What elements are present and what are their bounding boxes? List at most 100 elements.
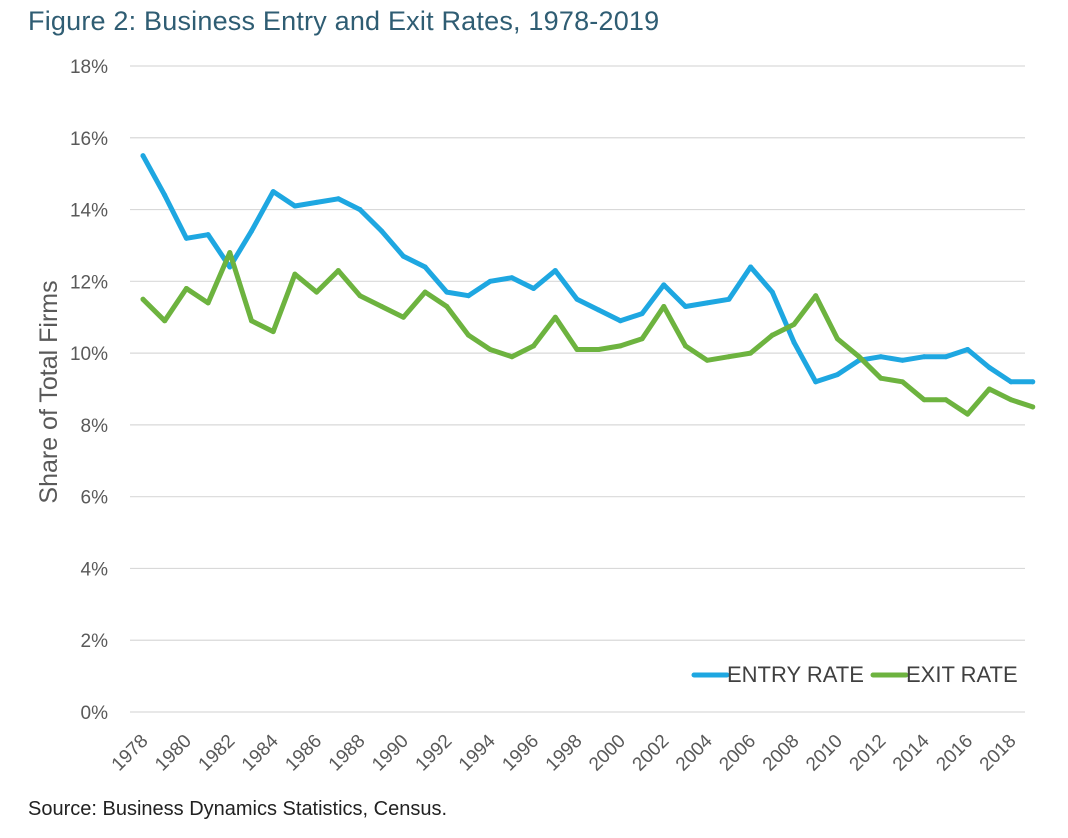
data-point-exit-rate bbox=[726, 354, 732, 360]
data-point-exit-rate bbox=[704, 357, 710, 363]
x-tick-label: 1988 bbox=[325, 731, 370, 776]
x-tick-label: 2002 bbox=[629, 731, 674, 776]
data-point-entry-rate bbox=[466, 293, 471, 299]
chart-title: Figure 2: Business Entry and Exit Rates,… bbox=[28, 6, 660, 36]
data-point-exit-rate bbox=[769, 332, 775, 338]
data-point-entry-rate bbox=[661, 282, 667, 288]
data-point-exit-rate bbox=[314, 289, 320, 295]
data-point-entry-rate bbox=[509, 275, 515, 281]
series-exit-rate bbox=[140, 250, 1036, 417]
data-point-entry-rate bbox=[292, 203, 298, 209]
x-tick-label: 2016 bbox=[932, 731, 977, 776]
series-lines bbox=[140, 153, 1036, 417]
x-tick-label: 1986 bbox=[281, 731, 326, 776]
data-point-exit-rate bbox=[400, 314, 406, 320]
y-tick-label: 10% bbox=[70, 344, 108, 365]
y-tick-label: 16% bbox=[70, 129, 108, 150]
data-point-exit-rate bbox=[878, 375, 884, 381]
data-point-entry-rate bbox=[335, 196, 341, 202]
legend-label-exit-rate: EXIT RATE bbox=[906, 662, 1018, 687]
data-point-entry-rate bbox=[878, 354, 884, 360]
data-point-exit-rate bbox=[639, 336, 645, 342]
x-tick-label: 2014 bbox=[889, 730, 934, 775]
data-point-exit-rate bbox=[357, 293, 363, 299]
data-point-entry-rate bbox=[205, 232, 211, 238]
data-point-exit-rate bbox=[531, 343, 537, 349]
data-point-exit-rate bbox=[813, 293, 819, 299]
data-point-entry-rate bbox=[617, 318, 623, 324]
data-point-entry-rate bbox=[422, 264, 428, 270]
data-point-entry-rate bbox=[769, 289, 775, 295]
data-point-entry-rate bbox=[704, 300, 710, 306]
data-point-entry-rate bbox=[683, 303, 688, 309]
series-line-exit-rate bbox=[140, 250, 1036, 417]
data-point-entry-rate bbox=[379, 228, 385, 234]
x-tick-label: 1992 bbox=[412, 731, 457, 776]
data-point-exit-rate bbox=[466, 332, 471, 338]
data-point-entry-rate bbox=[639, 311, 645, 317]
gridlines bbox=[130, 65, 1025, 713]
x-tick-label: 1996 bbox=[498, 731, 543, 776]
x-tick-label: 2010 bbox=[802, 731, 847, 776]
data-point-entry-rate bbox=[1030, 379, 1036, 385]
data-point-entry-rate bbox=[574, 296, 580, 302]
y-tick-label: 12% bbox=[70, 272, 108, 293]
x-tick-label: 1982 bbox=[195, 731, 240, 776]
data-point-entry-rate bbox=[748, 264, 754, 270]
y-tick-label: 4% bbox=[81, 559, 109, 580]
data-point-entry-rate bbox=[552, 268, 558, 274]
data-point-entry-rate bbox=[400, 253, 406, 259]
x-tick-label: 1998 bbox=[542, 731, 587, 776]
data-point-exit-rate bbox=[856, 354, 862, 360]
data-point-exit-rate bbox=[487, 347, 493, 353]
data-point-entry-rate bbox=[834, 372, 840, 378]
data-point-exit-rate bbox=[335, 268, 341, 274]
data-point-exit-rate bbox=[596, 347, 602, 353]
data-point-exit-rate bbox=[509, 354, 515, 360]
data-point-exit-rate bbox=[661, 303, 667, 309]
legend: ENTRY RATE EXIT RATE bbox=[691, 662, 1018, 687]
data-point-entry-rate bbox=[726, 296, 732, 302]
y-tick-label: 0% bbox=[81, 703, 109, 724]
data-point-exit-rate bbox=[943, 397, 949, 403]
data-point-exit-rate bbox=[921, 397, 927, 403]
data-point-exit-rate bbox=[227, 250, 233, 256]
data-point-entry-rate bbox=[1008, 379, 1014, 385]
series-entry-rate bbox=[140, 153, 1036, 385]
data-point-exit-rate bbox=[986, 386, 992, 392]
x-axis-ticks: 1978198019821984198619881990199219941996… bbox=[108, 730, 1021, 775]
data-point-entry-rate bbox=[813, 379, 819, 385]
source-note: Source: Business Dynamics Statistics, Ce… bbox=[28, 798, 448, 820]
data-point-entry-rate bbox=[162, 192, 168, 198]
data-point-entry-rate bbox=[900, 357, 905, 363]
x-tick-label: 1994 bbox=[455, 730, 500, 775]
data-point-exit-rate bbox=[422, 289, 428, 295]
data-point-exit-rate bbox=[292, 271, 298, 277]
series-line-entry-rate bbox=[140, 153, 1036, 385]
data-point-entry-rate bbox=[943, 354, 949, 360]
data-point-exit-rate bbox=[379, 303, 385, 309]
x-tick-label: 2018 bbox=[976, 731, 1021, 776]
data-point-entry-rate bbox=[227, 264, 233, 270]
data-point-exit-rate bbox=[444, 303, 450, 309]
data-point-entry-rate bbox=[596, 307, 602, 313]
data-point-exit-rate bbox=[834, 336, 840, 342]
x-tick-label: 1984 bbox=[238, 730, 283, 775]
data-point-exit-rate bbox=[162, 318, 168, 324]
data-point-entry-rate bbox=[140, 153, 146, 159]
data-point-exit-rate bbox=[683, 343, 688, 349]
x-tick-label: 2004 bbox=[672, 730, 717, 775]
x-tick-label: 2000 bbox=[585, 731, 630, 776]
data-point-entry-rate bbox=[986, 364, 992, 370]
data-point-exit-rate bbox=[249, 318, 254, 324]
data-point-exit-rate bbox=[140, 296, 146, 302]
y-tick-label: 2% bbox=[81, 631, 109, 652]
data-point-entry-rate bbox=[487, 278, 493, 284]
x-tick-label: 2012 bbox=[846, 731, 891, 776]
data-point-exit-rate bbox=[205, 300, 211, 306]
data-point-exit-rate bbox=[552, 314, 558, 320]
x-tick-label: 2006 bbox=[715, 731, 760, 776]
data-point-exit-rate bbox=[1008, 397, 1014, 403]
data-point-exit-rate bbox=[965, 411, 971, 417]
